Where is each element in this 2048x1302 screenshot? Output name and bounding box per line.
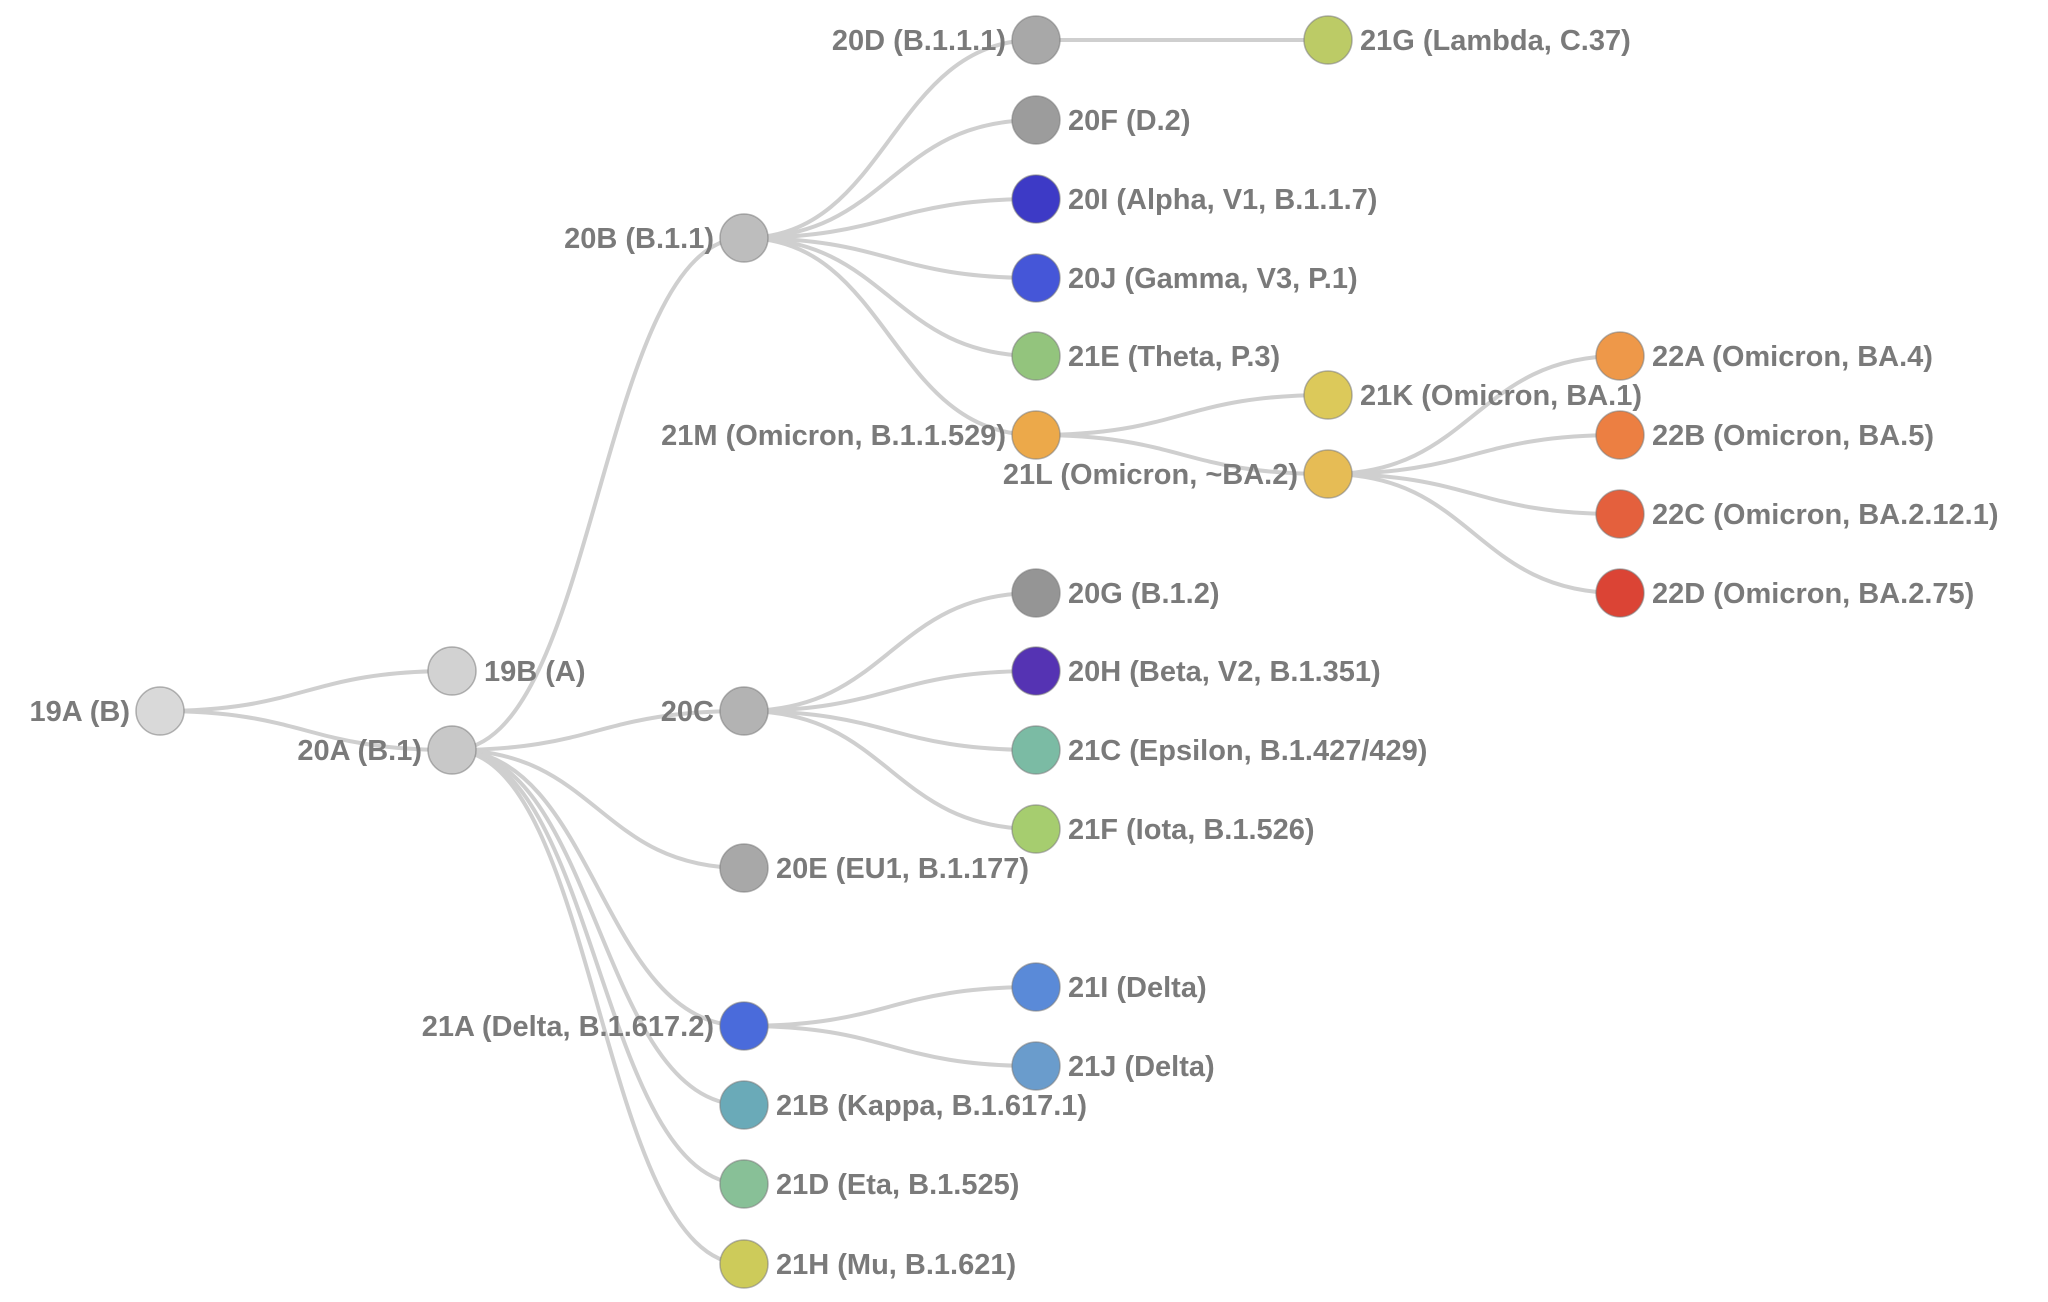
edge-21l-to-22b [1326,433,1622,476]
label-20a: 20A (B.1) [297,735,422,767]
label-21f: 21F (Iota, B.1.526) [1068,814,1315,846]
node-19b [427,646,477,696]
label-20d: 20D (B.1.1.1) [832,25,1006,57]
node-20f [1011,95,1061,145]
edge-20a-to-20b [450,236,746,752]
label-21a: 21A (Delta, B.1.617.2) [422,1011,714,1043]
label-20e: 20E (EU1, B.1.177) [776,853,1029,885]
label-20i: 20I (Alpha, V1, B.1.1.7) [1068,184,1377,216]
label-22b: 22B (Omicron, BA.5) [1652,420,1934,452]
edge-20c-to-21f [742,709,1038,831]
label-22d: 22D (Omicron, BA.2.75) [1652,578,1974,610]
edge-20a-to-21a [450,748,746,1028]
label-20f: 20F (D.2) [1068,105,1190,137]
label-22c: 22C (Omicron, BA.2.12.1) [1652,499,1999,531]
tree-labels: 19A (B) 19B (A) 20A (B.1) 20B (B.1.1) 20C 20E… [30,25,1999,1281]
node-21d [719,1159,769,1209]
edge-20c-to-20g [742,591,1038,713]
edge-21a-to-21i [742,985,1038,1028]
tree-nodes [135,15,1645,1289]
edge-21m-to-21k [1034,393,1330,437]
edge-20b-to-20f [742,118,1038,240]
label-22a: 22A (Omicron, BA.4) [1652,341,1933,373]
node-21b [719,1080,769,1130]
node-20g [1011,568,1061,618]
label-20c: 20C [661,696,714,728]
edge-20b-to-20j [742,236,1038,280]
node-22c [1595,489,1645,539]
edge-20b-to-20d [742,38,1038,240]
node-22b [1595,410,1645,460]
label-21m: 21M (Omicron, B.1.1.529) [661,420,1006,452]
node-22d [1595,568,1645,618]
node-21k [1303,370,1353,420]
node-21f [1011,804,1061,854]
edge-21m-to-21l [1034,433,1330,476]
node-21a [719,1001,769,1051]
node-20j [1011,253,1061,303]
node-20c [719,686,769,736]
edge-20b-to-21e [742,236,1038,358]
edge-21l-to-22a [1326,354,1622,476]
label-21b: 21B (Kappa, B.1.617.1) [776,1090,1087,1122]
label-20j: 20J (Gamma, V3, P.1) [1068,263,1358,295]
label-21d: 21D (Eta, B.1.525) [776,1169,1019,1201]
edge-20a-to-21b [450,748,746,1107]
node-19a [135,686,185,736]
node-20a [427,725,477,775]
edge-20a-to-20e [450,748,746,870]
edge-20c-to-21c [742,709,1038,752]
node-21g [1303,15,1353,65]
label-20g: 20G (B.1.2) [1068,578,1220,610]
node-22a [1595,331,1645,381]
label-21c: 21C (Epsilon, B.1.427/429) [1068,735,1427,767]
tree-edges [158,37,1622,1266]
node-20h [1011,646,1061,696]
node-21m [1011,410,1061,460]
label-21e: 21E (Theta, P.3) [1068,341,1280,373]
node-21c [1011,725,1061,775]
label-20b: 20B (B.1.1) [564,223,714,255]
label-21k: 21K (Omicron, BA.1) [1360,380,1642,412]
node-21i [1011,962,1061,1012]
edge-21l-to-22c [1326,472,1622,516]
label-21g: 21G (Lambda, C.37) [1360,25,1631,57]
node-21h [719,1239,769,1289]
label-21l: 21L (Omicron, ~BA.2) [1003,459,1298,491]
edge-20c-to-20h [742,669,1038,713]
edge-20b-to-20i [742,197,1038,240]
edge-20a-to-20c [450,709,746,752]
node-20d [1011,15,1061,65]
label-19b: 19B (A) [484,656,586,688]
edge-21l-to-22d [1326,472,1622,595]
node-20i [1011,174,1061,224]
label-19a: 19A (B) [30,696,130,728]
edge-19a-to-20a [158,709,454,752]
edge-21a-to-21j [742,1024,1038,1068]
edge-20a-to-21h [450,748,746,1266]
label-21j: 21J (Delta) [1068,1051,1215,1083]
node-21j [1011,1041,1061,1091]
node-20b [719,213,769,263]
label-21i: 21I (Delta) [1068,972,1207,1004]
node-21l [1303,449,1353,499]
node-20e [719,843,769,893]
label-21h: 21H (Mu, B.1.621) [776,1249,1016,1281]
edge-19a-to-19b [158,669,454,713]
label-20h: 20H (Beta, V2, B.1.351) [1068,656,1381,688]
edge-20b-to-21m [742,236,1038,437]
edge-20a-to-21d [450,748,746,1186]
node-21e [1011,331,1061,381]
